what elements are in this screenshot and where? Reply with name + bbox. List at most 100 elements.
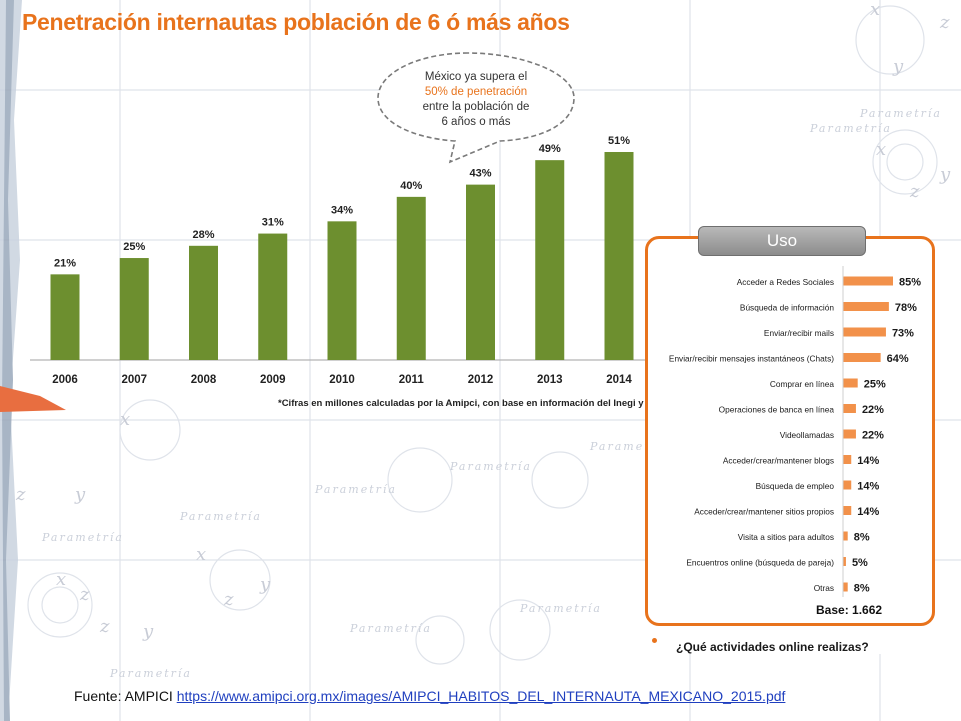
- svg-text:z: z: [909, 181, 920, 202]
- uso-value-label: 64%: [887, 353, 909, 365]
- uso-category-label: Operaciones de banca en línea: [719, 405, 835, 415]
- uso-value-label: 14%: [857, 481, 879, 493]
- uso-bar: [843, 353, 881, 362]
- bar-2011: [396, 196, 426, 360]
- tick-label-2009: 2009: [260, 374, 286, 386]
- uso-bar: [843, 582, 848, 592]
- uso-value-label: 78%: [895, 302, 917, 314]
- base-label: Base: 1.662: [816, 603, 883, 617]
- source-prefix: Fuente: AMPICI: [74, 688, 177, 704]
- tick-label-2010: 2010: [329, 374, 355, 386]
- bar-2013: [535, 160, 565, 360]
- uso-category-label: Acceder/crear/mantener blogs: [723, 456, 834, 466]
- svg-text:y: y: [142, 621, 154, 642]
- value-label-2012: 43%: [469, 168, 491, 180]
- question-strip: [645, 626, 945, 654]
- svg-text:z: z: [939, 12, 950, 33]
- uso-category-label: Comprar en línea: [770, 379, 834, 389]
- svg-text:z: z: [99, 616, 110, 637]
- bar-2009: [258, 233, 288, 360]
- bar-2012: [466, 184, 495, 360]
- uso-value-label: 8%: [854, 583, 870, 595]
- uso-bar: [843, 480, 852, 490]
- value-label-2007: 25%: [123, 241, 145, 253]
- uso-bar: [843, 531, 848, 541]
- callout-bubble: México ya supera el 50% de penetración e…: [377, 52, 575, 164]
- uso-category-label: Búsqueda de información: [740, 303, 834, 313]
- uso-value-label: 25%: [864, 379, 886, 391]
- uso-value-label: 5%: [852, 557, 868, 569]
- uso-value-label: 73%: [892, 328, 914, 340]
- callout-line-2: 50% de penetración: [425, 86, 527, 98]
- uso-category-label: Otras: [814, 583, 834, 593]
- uso-bar: [843, 327, 886, 337]
- callout-line-1: México ya supera el: [425, 71, 527, 83]
- bar-2008: [189, 245, 218, 360]
- value-label-2014: 51%: [608, 135, 630, 147]
- callout-line-4: 6 años o más: [441, 116, 510, 128]
- value-label-2010: 34%: [331, 204, 353, 216]
- svg-text:y: y: [939, 164, 951, 185]
- value-label-2009: 31%: [262, 217, 284, 229]
- uso-category-label: Enviar/recibir mails: [764, 328, 834, 338]
- svg-text:Parametría: Parametría: [179, 510, 262, 523]
- svg-text:Parametría: Parametría: [859, 107, 942, 120]
- uso-category-label: Visita a sitios para adultos: [738, 532, 834, 542]
- svg-text:Parametría: Parametría: [449, 460, 532, 473]
- tick-label-2007: 2007: [121, 374, 147, 386]
- uso-category-label: Videollamadas: [780, 430, 834, 440]
- question-text: ¿Qué actividades online realizas?: [676, 640, 869, 654]
- uso-category-label: Encuentros online (búsqueda de pareja): [686, 558, 834, 568]
- uso-value-label: 85%: [899, 277, 921, 289]
- uso-bar: [843, 276, 893, 286]
- svg-text:Parametría: Parametría: [314, 483, 397, 496]
- svg-text:x: x: [870, 0, 880, 20]
- svg-text:Parametría: Parametría: [519, 602, 602, 615]
- uso-value-label: 8%: [854, 532, 870, 544]
- uso-value-label: 22%: [862, 430, 884, 442]
- tick-label-2011: 2011: [399, 374, 425, 386]
- uso-category-label: Enviar/recibir mensajes instantáneos (Ch…: [669, 354, 834, 364]
- svg-text:Parametría: Parametría: [109, 667, 192, 680]
- page-title: Penetración internautas población de 6 ó…: [22, 9, 570, 35]
- uso-tab: Uso: [698, 226, 866, 256]
- value-label-2008: 28%: [192, 229, 214, 241]
- value-label-2013: 49%: [539, 143, 561, 155]
- svg-text:x: x: [120, 409, 130, 430]
- svg-text:x: x: [196, 544, 206, 565]
- svg-text:Parametría: Parametría: [349, 622, 432, 635]
- source-link[interactable]: https://www.amipci.org.mx/images/AMIPCI_…: [176, 688, 786, 704]
- bar-2014: [604, 152, 634, 360]
- svg-text:z: z: [223, 589, 234, 610]
- bullet-icon: [652, 638, 657, 643]
- svg-text:y: y: [892, 56, 904, 77]
- tick-label-2014: 2014: [606, 374, 632, 386]
- chart-footnote: *Cifras en millones calculadas por la Am…: [278, 398, 682, 409]
- bar-2006: [50, 274, 80, 360]
- svg-text:x: x: [56, 569, 66, 590]
- uso-category-label: Acceder a Redes Sociales: [737, 277, 834, 287]
- uso-bar: [843, 378, 858, 388]
- svg-text:z: z: [15, 484, 26, 505]
- svg-text:y: y: [74, 484, 86, 505]
- uso-bar: [843, 455, 852, 464]
- callout-line-3: entre la población de: [423, 101, 530, 113]
- svg-text:y: y: [259, 574, 271, 595]
- uso-bar: [843, 429, 856, 439]
- tick-label-2012: 2012: [468, 374, 494, 386]
- svg-text:Parametría: Parametría: [41, 531, 124, 544]
- svg-text:x: x: [876, 139, 886, 160]
- uso-value-label: 14%: [857, 455, 879, 467]
- uso-category-label: Búsqueda de empleo: [756, 481, 835, 491]
- left-decoration: [0, 0, 66, 721]
- uso-bar: [843, 506, 852, 515]
- uso-bar: [843, 557, 846, 566]
- uso-value-label: 22%: [862, 404, 884, 416]
- tick-label-2013: 2013: [537, 374, 563, 386]
- svg-text:Parametría: Parametría: [809, 122, 892, 135]
- uso-value-label: 14%: [857, 506, 879, 518]
- uso-category-label: Acceder/crear/mantener sitios propios: [694, 507, 834, 517]
- bar-2010: [327, 221, 357, 360]
- bar-2007: [119, 258, 149, 360]
- tick-label-2006: 2006: [52, 374, 78, 386]
